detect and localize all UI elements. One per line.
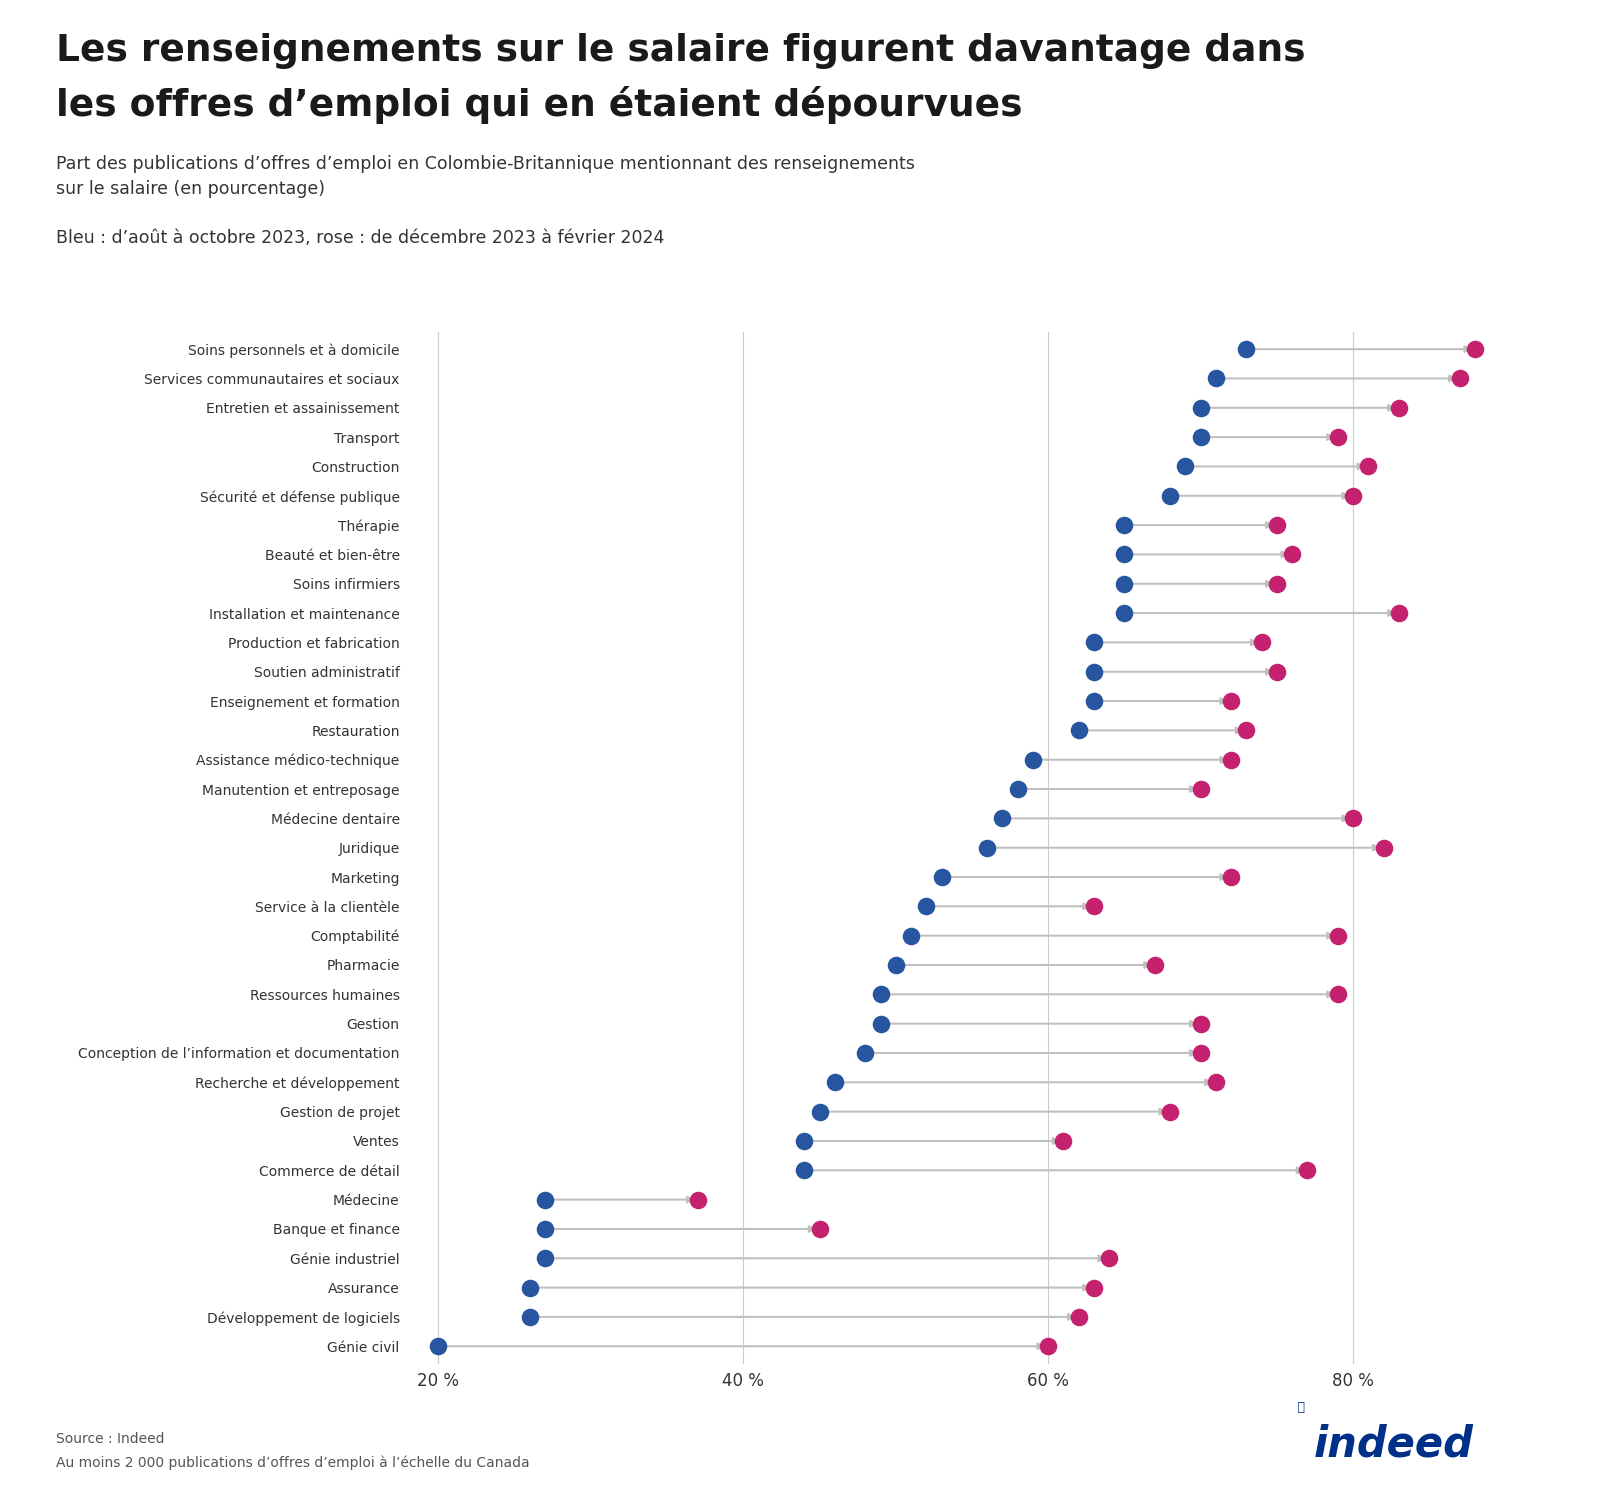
Point (1218, 865, 1243, 889)
Point (867, 983, 893, 1007)
Point (1325, 924, 1350, 948)
Text: les offres d’emploi qui en étaient dépourvues: les offres d’emploi qui en étaient dépou… (56, 86, 1022, 124)
Point (1280, 543, 1306, 567)
Point (1112, 512, 1138, 536)
Point (1234, 338, 1259, 362)
Point (806, 1100, 832, 1124)
Point (1082, 1275, 1107, 1299)
Point (883, 952, 909, 977)
Point (1112, 543, 1138, 567)
Point (1187, 1011, 1213, 1035)
Text: indeed: indeed (1314, 1424, 1474, 1465)
Text: Les renseignements sur le salaire figurent davantage dans: Les renseignements sur le salaire figure… (56, 33, 1306, 69)
Point (1203, 366, 1229, 390)
Point (974, 835, 1000, 859)
Point (1187, 396, 1213, 420)
Point (1341, 484, 1366, 508)
Point (1082, 689, 1107, 713)
Point (1264, 571, 1290, 595)
Point (1082, 630, 1107, 654)
Point (1157, 484, 1182, 508)
Point (1325, 983, 1350, 1007)
Point (533, 1188, 558, 1212)
Text: Part des publications d’offres d’emploi en Colombie-Britannique mentionnant des : Part des publications d’offres d’emploi … (56, 155, 915, 199)
Point (533, 1216, 558, 1240)
Point (1341, 806, 1366, 830)
Point (517, 1275, 542, 1299)
Point (867, 1011, 893, 1035)
Point (1082, 894, 1107, 918)
Text: Source : Indeed: Source : Indeed (56, 1432, 165, 1445)
Point (1096, 1246, 1122, 1270)
Text: ⏞: ⏞ (1296, 1398, 1304, 1412)
Point (1082, 660, 1107, 684)
Point (792, 1129, 818, 1153)
Point (426, 1334, 451, 1358)
Point (1066, 1305, 1091, 1329)
Point (1264, 512, 1290, 536)
Point (1051, 1129, 1077, 1153)
Point (1218, 747, 1243, 772)
Text: Bleu : d’août à octobre 2023, rose : de décembre 2023 à février 2024: Bleu : d’août à octobre 2023, rose : de … (56, 229, 664, 247)
Point (1187, 778, 1213, 802)
Point (1446, 366, 1472, 390)
Point (914, 894, 939, 918)
Point (1386, 601, 1411, 625)
Point (685, 1188, 710, 1212)
Point (1355, 455, 1381, 479)
Point (1021, 747, 1046, 772)
Point (1187, 1041, 1213, 1065)
Point (792, 1159, 818, 1183)
Point (1066, 719, 1091, 743)
Point (1294, 1159, 1320, 1183)
Point (1112, 571, 1138, 595)
Point (990, 806, 1016, 830)
Point (517, 1305, 542, 1329)
Point (1203, 1070, 1229, 1094)
Point (1462, 338, 1488, 362)
Point (853, 1041, 878, 1065)
Point (1371, 835, 1397, 859)
Point (1157, 1100, 1182, 1124)
Point (1005, 778, 1030, 802)
Text: Au moins 2 000 publications d’offres d’emploi à l’échelle du Canada: Au moins 2 000 publications d’offres d’e… (56, 1456, 530, 1471)
Point (1386, 396, 1411, 420)
Point (533, 1246, 558, 1270)
Point (1325, 425, 1350, 449)
Point (1112, 601, 1138, 625)
Point (1264, 660, 1290, 684)
Point (1173, 455, 1198, 479)
Point (898, 924, 923, 948)
Point (822, 1070, 848, 1094)
Point (1234, 719, 1259, 743)
Point (1218, 689, 1243, 713)
Point (806, 1216, 832, 1240)
Point (928, 865, 954, 889)
Point (1187, 425, 1213, 449)
Point (1142, 952, 1168, 977)
Point (1250, 630, 1275, 654)
Point (1035, 1334, 1061, 1358)
